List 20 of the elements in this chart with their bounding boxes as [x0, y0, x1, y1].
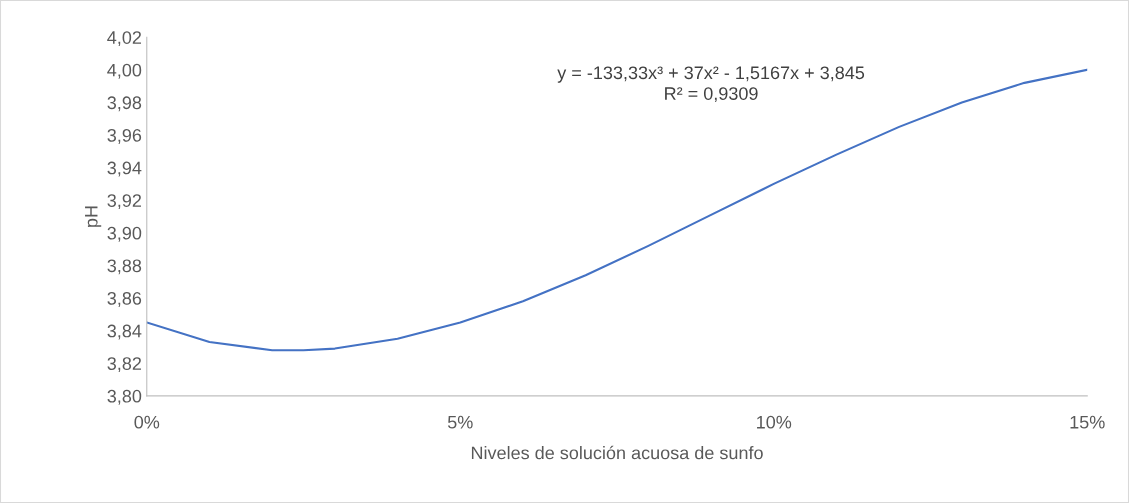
x-tick-label: 0%	[134, 415, 160, 429]
y-tick-label: 3,84	[107, 324, 142, 340]
y-axis-title: pH	[85, 206, 102, 227]
x-tick-label: 5%	[447, 415, 473, 429]
y-tick-label: 3,90	[107, 226, 142, 242]
y-tick-label: 3,94	[107, 161, 142, 177]
y-tick-label: 3,86	[107, 291, 142, 307]
y-tick-label: 4,02	[107, 31, 142, 47]
y-tick-label: 3,80	[107, 389, 142, 405]
y-tick-label: 3,88	[107, 259, 142, 275]
y-tick-label: 3,98	[107, 96, 142, 112]
x-tick-label: 10%	[757, 415, 792, 429]
y-tick-label: 4,00	[107, 63, 142, 79]
line-series	[146, 68, 1088, 352]
annotation: y = -133,33x³ + 37x² - 1,5167x + 3,845 R² = 0,9309	[557, 66, 865, 103]
y-tick-label: 3,96	[107, 128, 142, 144]
x-axis-title: Niveles de solución acuosa de sunfo	[471, 445, 763, 460]
y-tick-label: 3,92	[107, 194, 142, 210]
y-tick-label: 3,82	[107, 357, 142, 373]
x-tick-label: 15%	[1070, 415, 1105, 429]
